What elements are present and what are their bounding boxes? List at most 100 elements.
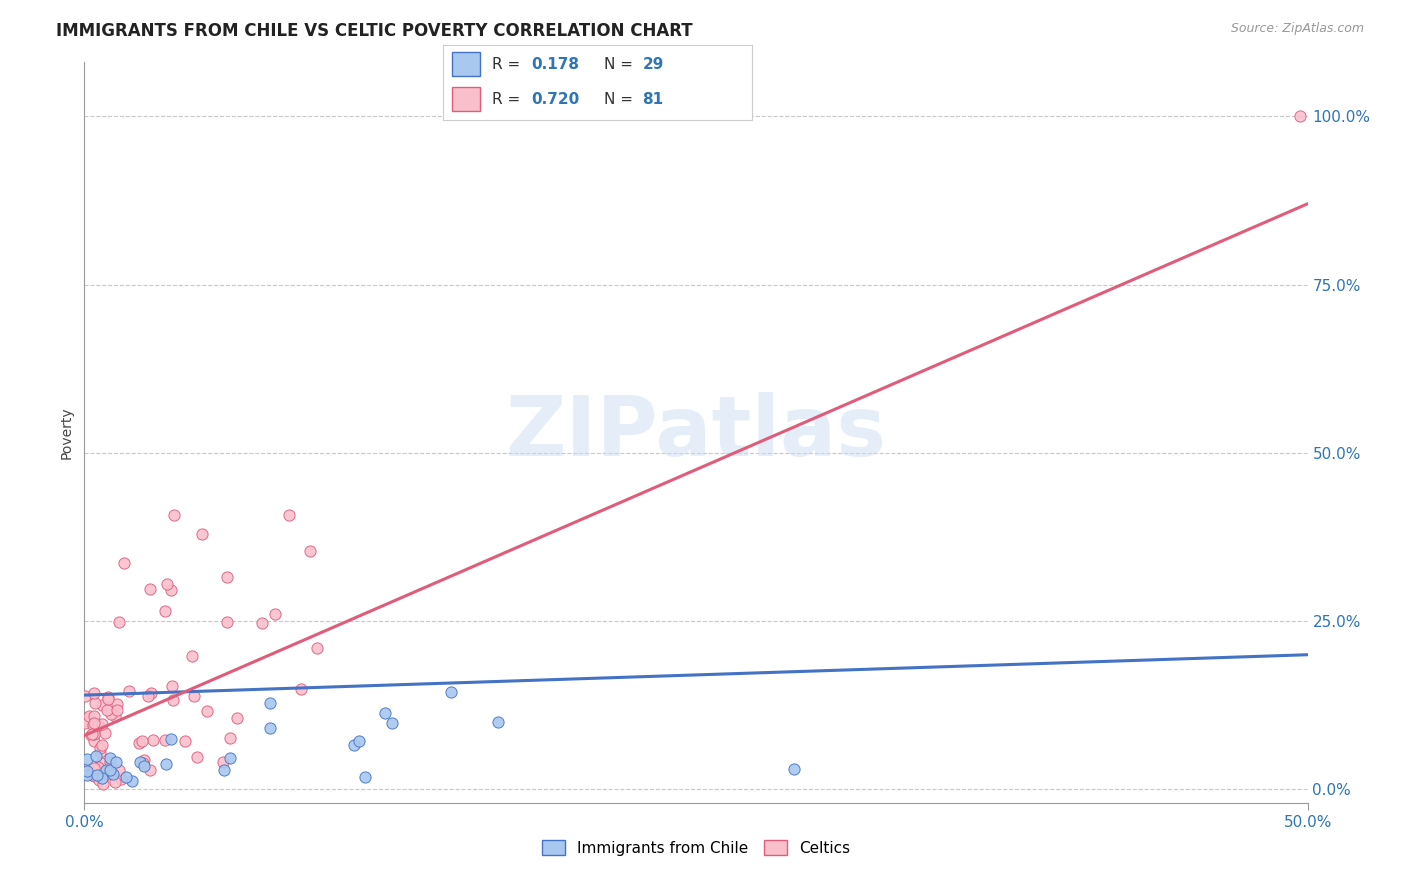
Point	[105, 703, 128, 717]
FancyBboxPatch shape	[453, 52, 479, 77]
Point	[219, 731, 242, 745]
Point	[307, 641, 329, 656]
Point	[139, 686, 162, 700]
Point	[86, 768, 108, 782]
Point	[128, 736, 150, 750]
Point	[91, 716, 114, 731]
Point	[83, 716, 105, 731]
Point	[82, 718, 104, 732]
Point	[139, 764, 162, 778]
Point	[159, 732, 181, 747]
Point	[97, 690, 120, 704]
Point	[101, 767, 124, 781]
Text: 0.720: 0.720	[531, 92, 579, 107]
Point	[131, 734, 153, 748]
Point	[108, 763, 131, 777]
Point	[80, 728, 103, 742]
Point	[278, 508, 301, 523]
Y-axis label: Poverty: Poverty	[59, 407, 73, 458]
Text: R =: R =	[492, 92, 526, 107]
Point	[252, 616, 274, 631]
Point	[87, 773, 110, 788]
Point	[83, 769, 105, 783]
Legend: Immigrants from Chile, Celtics: Immigrants from Chile, Celtics	[536, 834, 856, 862]
Text: N =: N =	[603, 57, 637, 72]
Point	[217, 615, 239, 630]
Point	[136, 689, 159, 703]
Point	[195, 704, 218, 718]
Point	[132, 753, 155, 767]
Point	[121, 774, 143, 789]
Point	[225, 711, 247, 725]
Point	[160, 582, 183, 597]
Point	[162, 679, 184, 693]
Point	[153, 604, 176, 618]
Point	[783, 762, 806, 776]
Point	[486, 715, 509, 730]
Point	[97, 767, 120, 781]
Point	[100, 707, 122, 722]
Point	[98, 751, 121, 765]
Point	[174, 733, 197, 747]
Point	[91, 739, 114, 753]
Point	[84, 748, 107, 763]
Point	[76, 767, 98, 781]
Point	[79, 709, 101, 723]
Point	[381, 715, 404, 730]
Point	[142, 733, 165, 747]
Point	[98, 763, 121, 777]
Point	[83, 708, 105, 723]
Point	[83, 726, 105, 740]
Point	[129, 756, 152, 770]
Point	[186, 750, 208, 764]
Point	[91, 777, 114, 791]
Text: R =: R =	[492, 57, 526, 72]
Point	[215, 570, 238, 584]
Point	[118, 684, 141, 698]
Point	[162, 693, 184, 707]
Point	[180, 648, 202, 663]
Point	[212, 755, 235, 769]
Point	[84, 697, 107, 711]
Point	[110, 772, 132, 787]
Point	[104, 709, 127, 723]
Text: 81: 81	[643, 92, 664, 107]
Point	[104, 755, 127, 769]
Point	[440, 685, 463, 699]
Point	[156, 577, 179, 591]
Point	[76, 764, 98, 778]
Point	[219, 751, 242, 765]
Point	[298, 544, 321, 558]
Point	[374, 706, 396, 720]
Point	[75, 711, 97, 725]
Point	[91, 698, 114, 712]
Point	[77, 714, 100, 728]
Point	[112, 556, 135, 570]
Point	[108, 615, 131, 629]
Point	[80, 727, 103, 741]
Point	[91, 771, 114, 785]
Point	[94, 726, 117, 740]
Point	[190, 526, 212, 541]
Point	[83, 761, 105, 775]
Point	[89, 745, 111, 759]
Point	[349, 734, 371, 748]
Point	[214, 763, 236, 777]
Point	[87, 760, 110, 774]
Point	[259, 696, 281, 710]
Text: 29: 29	[643, 57, 664, 72]
Text: IMMIGRANTS FROM CHILE VS CELTIC POVERTY CORRELATION CHART: IMMIGRANTS FROM CHILE VS CELTIC POVERTY …	[56, 22, 693, 40]
Point	[353, 770, 375, 784]
Point	[75, 715, 97, 730]
Point	[139, 582, 162, 596]
Point	[104, 775, 127, 789]
Point	[155, 757, 177, 772]
Point	[75, 689, 97, 703]
Point	[86, 717, 108, 731]
Point	[98, 755, 121, 769]
Text: 0.178: 0.178	[531, 57, 579, 72]
Point	[90, 756, 112, 770]
Point	[94, 764, 117, 778]
Text: Source: ZipAtlas.com: Source: ZipAtlas.com	[1230, 22, 1364, 36]
Point	[80, 768, 103, 782]
